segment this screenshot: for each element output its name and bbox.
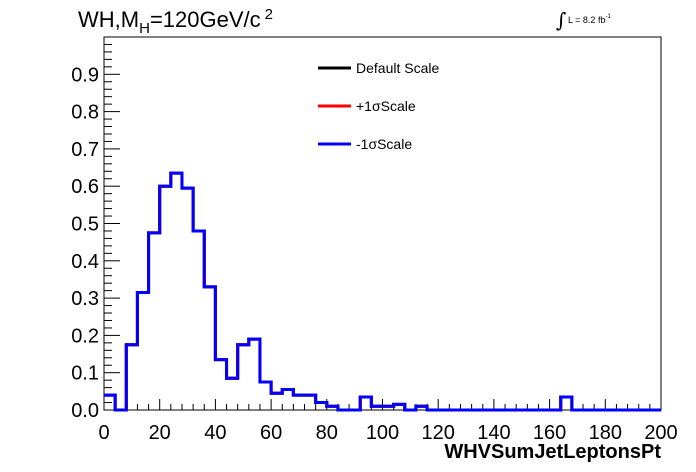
x-axis-label: WHVSumJetLeptonsPt: [444, 441, 661, 463]
series-layer: [104, 171, 661, 412]
y-tick-label: 0.7: [71, 139, 99, 161]
series-line-1: [104, 171, 661, 412]
y-tick-label: 0.3: [71, 288, 99, 310]
x-tick-label: 120: [422, 422, 455, 444]
series-line-2: [104, 171, 661, 412]
y-tick-label: 0.8: [71, 102, 99, 124]
series-line-0: [104, 171, 661, 412]
title-main: WH,M: [78, 7, 140, 32]
integral-symbol: ∫: [556, 8, 567, 32]
x-tick-label: 100: [366, 422, 399, 444]
title-superscript: 2: [264, 6, 273, 23]
y-tick-label: 0.1: [71, 363, 99, 385]
x-tick-label: 60: [260, 422, 282, 444]
axis-layer: 0 20 40 60 80 100 120 140 160 180 200 0.0 0.1 0.2 0.3 0…: [71, 36, 678, 444]
legend-label-1: +1σScale: [356, 98, 416, 114]
y-tick-label: 0.4: [71, 251, 99, 273]
x-tick-label: 80: [316, 422, 338, 444]
legend-label-0: Default Scale: [356, 60, 439, 76]
legend-label-2: -1σScale: [356, 136, 412, 152]
luminosity-unit-exponent: -1: [605, 14, 611, 20]
luminosity-text: L = 8.2 fb-1: [568, 14, 611, 25]
title-subscript: H: [139, 20, 150, 37]
x-tick-label: 20: [149, 422, 171, 444]
x-tick-label: 200: [644, 422, 677, 444]
x-tick-label: 160: [533, 422, 566, 444]
y-tick-label: 0.2: [71, 325, 99, 347]
chart-title: WH,MH=120GeV/c 2: [78, 6, 273, 37]
title-rest: =120GeV/c: [149, 7, 261, 32]
x-tick-label: 40: [204, 422, 226, 444]
plot-frame: [103, 36, 662, 411]
x-tick-label: 140: [477, 422, 510, 444]
legend: Default Scale +1σScale -1σScale: [318, 60, 439, 152]
x-tick-label: 180: [589, 422, 622, 444]
y-tick-label: 0.5: [71, 214, 99, 236]
y-tick-label: 0.6: [71, 176, 99, 198]
y-tick-label: 0.0: [71, 400, 99, 422]
x-tick-label: 0: [98, 422, 109, 444]
luminosity-value: L = 8.2 fb: [568, 15, 606, 25]
y-tick-label: 0.9: [71, 64, 99, 86]
